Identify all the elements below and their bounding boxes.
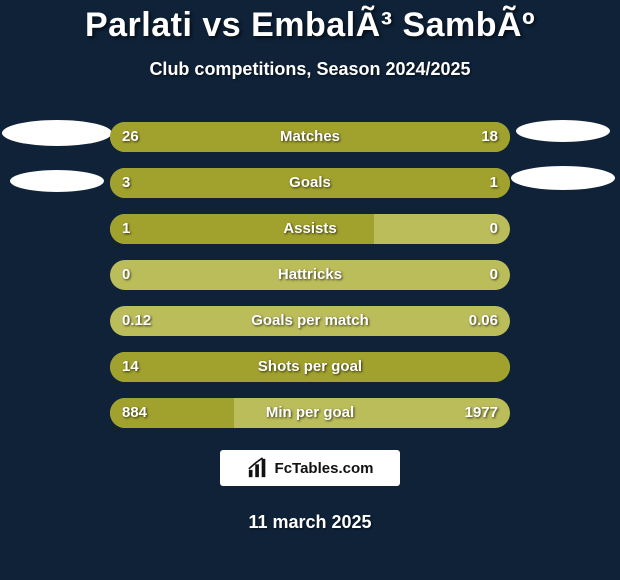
badge-column-left: [2, 120, 112, 192]
stat-row: 26Matches18: [110, 122, 510, 152]
team-badge-placeholder: [2, 120, 112, 146]
stat-value-right: 18: [481, 122, 498, 152]
stat-value-right: 0: [490, 260, 498, 290]
stat-row: 0Hattricks0: [110, 260, 510, 290]
stat-value-right: 0.06: [469, 306, 498, 336]
page-subtitle: Club competitions, Season 2024/2025: [0, 59, 620, 80]
comparison-infographic: Parlati vs EmbalÃ³ SambÃº Club competiti…: [0, 0, 620, 580]
team-badge-placeholder: [10, 170, 104, 192]
watermark-text: FcTables.com: [275, 460, 374, 477]
stat-name: Shots per goal: [110, 352, 510, 382]
watermark: FcTables.com: [220, 450, 400, 486]
stat-row: 3Goals1: [110, 168, 510, 198]
stat-value-right: 0: [490, 214, 498, 244]
team-badge-placeholder: [511, 166, 615, 190]
stat-name: Goals: [110, 168, 510, 198]
stat-row: 0.12Goals per match0.06: [110, 306, 510, 336]
chart-bars-icon: [247, 457, 269, 479]
date-text: 11 march 2025: [0, 512, 620, 533]
page-title: Parlati vs EmbalÃ³ SambÃº: [0, 6, 620, 45]
stat-value-right: 1: [490, 168, 498, 198]
stat-value-right: 1977: [465, 398, 498, 428]
badge-column-right: [508, 120, 618, 190]
stat-name: Goals per match: [110, 306, 510, 336]
stat-name: Assists: [110, 214, 510, 244]
stat-row: 884Min per goal1977: [110, 398, 510, 428]
stat-row: 14Shots per goal: [110, 352, 510, 382]
stat-name: Min per goal: [110, 398, 510, 428]
stats-list: 26Matches183Goals11Assists00Hattricks00.…: [110, 122, 510, 428]
stat-row: 1Assists0: [110, 214, 510, 244]
team-badge-placeholder: [516, 120, 610, 142]
stat-name: Hattricks: [110, 260, 510, 290]
stat-name: Matches: [110, 122, 510, 152]
